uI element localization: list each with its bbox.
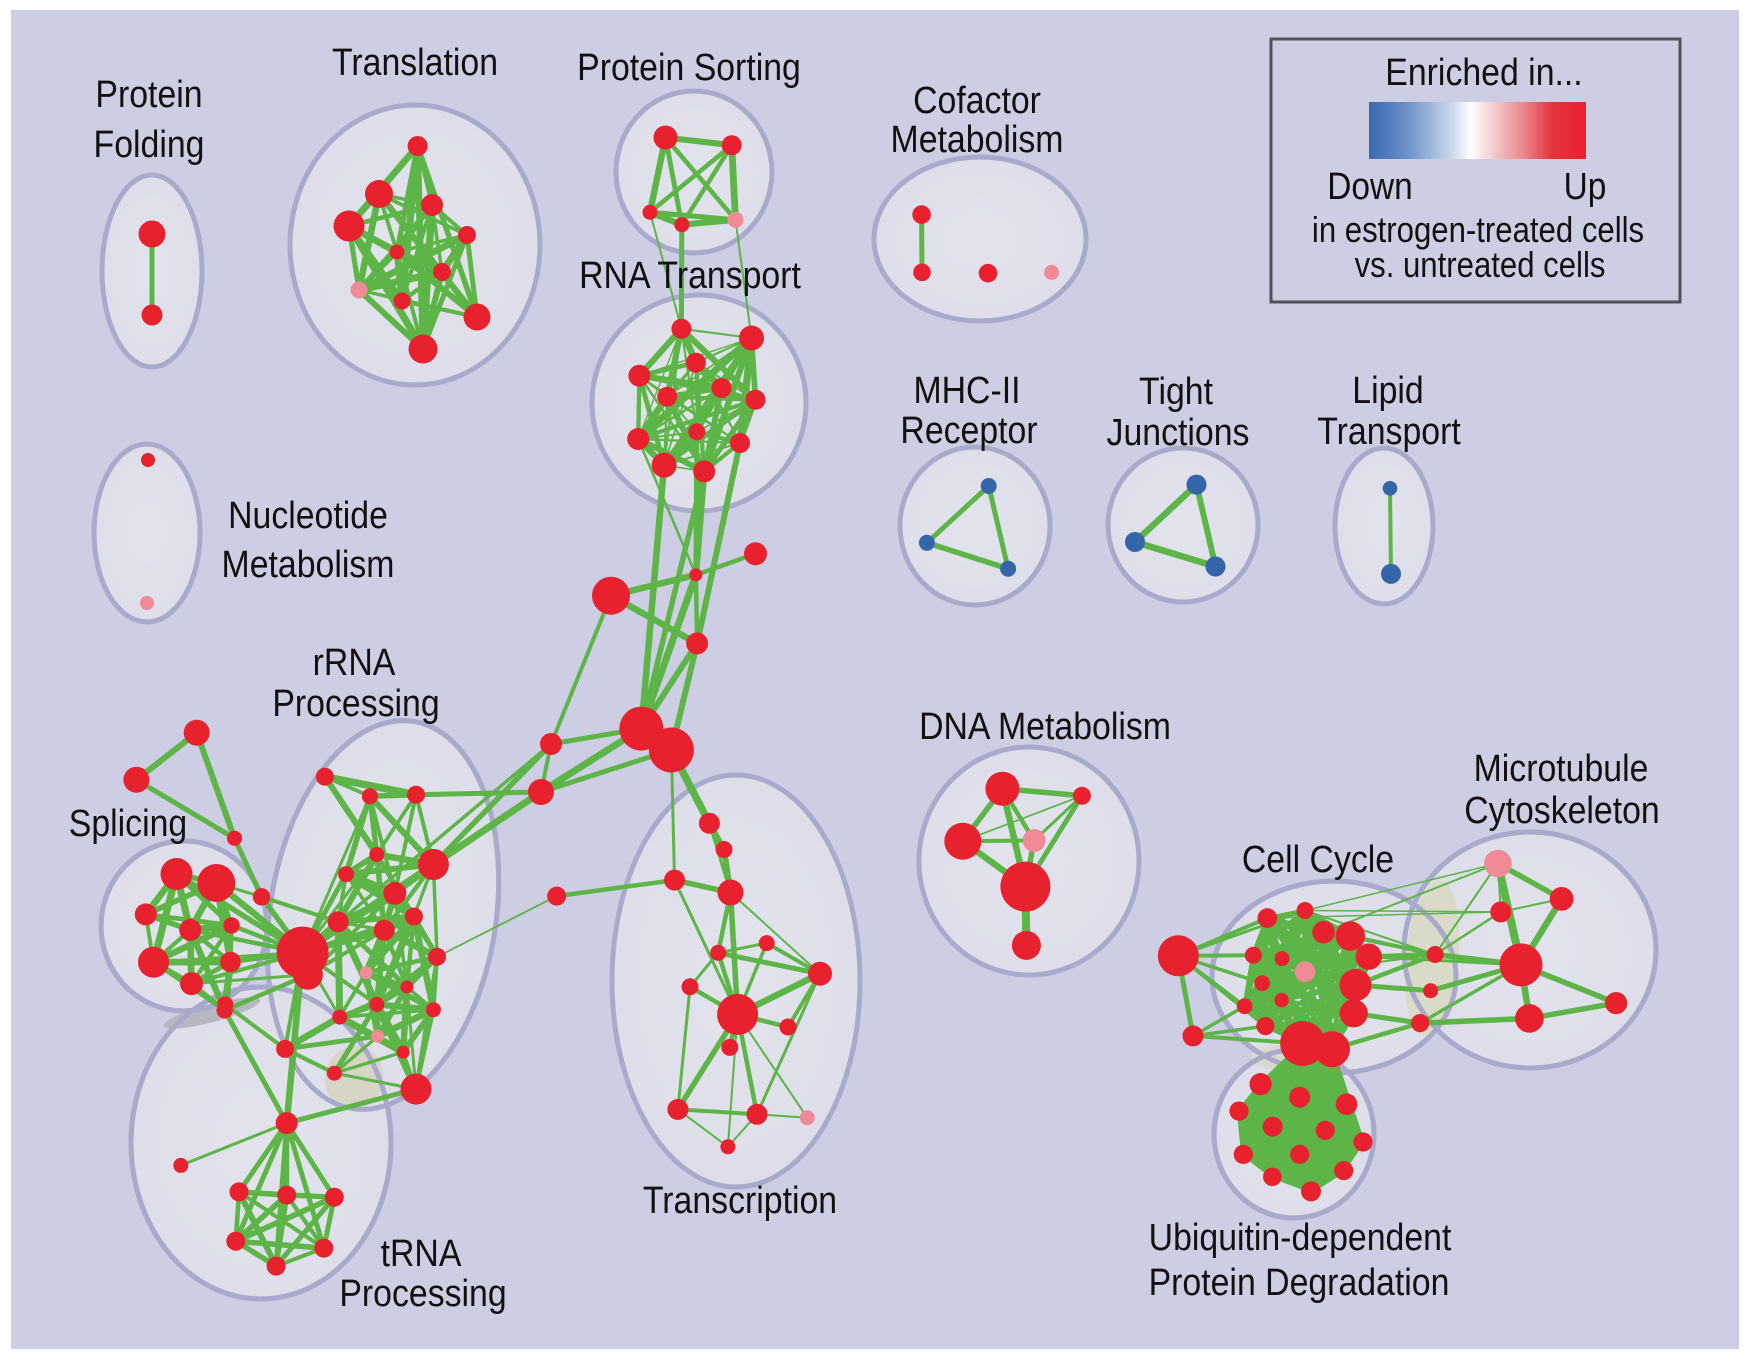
svg-text:in estrogen-treated cells: in estrogen-treated cells <box>1312 211 1644 251</box>
svg-text:MHC-II: MHC-II <box>913 368 1020 411</box>
svg-text:Splicing: Splicing <box>69 801 187 844</box>
svg-text:Down: Down <box>1327 165 1412 207</box>
svg-text:Cofactor: Cofactor <box>913 78 1041 121</box>
svg-text:Metabolism: Metabolism <box>891 117 1064 160</box>
svg-text:Cell Cycle: Cell Cycle <box>1242 837 1394 880</box>
svg-text:Metabolism: Metabolism <box>222 542 395 585</box>
svg-text:Protein: Protein <box>95 72 202 115</box>
svg-text:Transcription: Transcription <box>643 1178 837 1221</box>
svg-text:vs. untreated cells: vs. untreated cells <box>1355 246 1606 286</box>
svg-text:Processing: Processing <box>272 681 439 724</box>
svg-text:Enriched in...: Enriched in... <box>1385 50 1582 93</box>
svg-text:Receptor: Receptor <box>900 408 1037 451</box>
svg-text:Cytoskeleton: Cytoskeleton <box>1464 788 1660 831</box>
svg-text:Protein Sorting: Protein Sorting <box>577 45 801 88</box>
svg-text:Microtubule: Microtubule <box>1474 746 1649 789</box>
svg-text:RNA Transport: RNA Transport <box>579 253 801 296</box>
svg-text:Processing: Processing <box>339 1271 506 1314</box>
svg-text:Ubiquitin-dependent: Ubiquitin-dependent <box>1149 1215 1452 1258</box>
svg-text:Folding: Folding <box>94 122 205 165</box>
svg-text:Tight: Tight <box>1139 369 1213 412</box>
svg-text:Up: Up <box>1564 165 1607 207</box>
svg-text:rRNA: rRNA <box>313 640 396 683</box>
svg-text:Protein Degradation: Protein Degradation <box>1149 1260 1450 1303</box>
svg-text:tRNA: tRNA <box>381 1231 462 1274</box>
svg-text:Nucleotide: Nucleotide <box>228 493 388 536</box>
svg-text:Transport: Transport <box>1317 409 1460 452</box>
svg-text:Lipid: Lipid <box>1352 368 1423 411</box>
svg-text:Junctions: Junctions <box>1107 410 1250 453</box>
svg-text:Translation: Translation <box>332 40 498 83</box>
svg-text:DNA Metabolism: DNA Metabolism <box>919 704 1171 747</box>
